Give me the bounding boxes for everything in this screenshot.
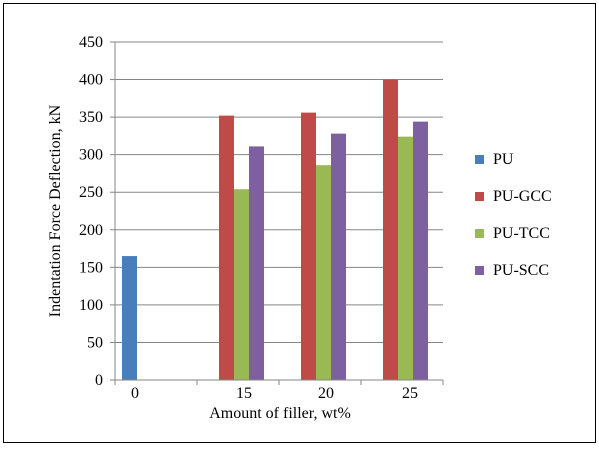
y-tick-label: 350	[79, 109, 103, 126]
bar-pu-gcc-20	[301, 112, 316, 381]
y-tick-label: 300	[79, 147, 103, 164]
y-tick-label: 50	[87, 334, 103, 351]
legend-swatch-pu-scc	[475, 266, 484, 275]
bar-pu-tcc-15	[234, 189, 249, 380]
x-tick-labels: 0 15 20 25	[131, 385, 418, 402]
bar-pu-0	[122, 256, 137, 380]
chart-border	[3, 3, 596, 443]
bar-pu-scc-15	[249, 146, 264, 380]
legend-swatch-pu	[475, 155, 484, 164]
bar-pu-tcc-25	[398, 136, 413, 380]
y-tick-label: 150	[79, 259, 103, 276]
legend-label-pu: PU	[493, 151, 514, 168]
y-tick-label: 200	[79, 222, 103, 239]
axes	[114, 42, 443, 381]
legend-label-pu-gcc: PU-GCC	[493, 188, 552, 205]
bars	[122, 79, 428, 381]
x-tick-label: 0	[131, 385, 139, 402]
y-tick-label: 400	[79, 72, 103, 89]
x-tick-label: 15	[236, 385, 252, 402]
y-tick-label: 250	[79, 184, 103, 201]
bar-pu-scc-25	[413, 121, 428, 381]
bar-pu-tcc-20	[316, 165, 331, 380]
legend-swatch-pu-gcc	[475, 192, 484, 201]
x-tick-label: 25	[402, 385, 418, 402]
bar-pu-gcc-15	[219, 115, 234, 380]
x-axis-title: Amount of filler, wt%	[209, 405, 351, 422]
legend-swatch-pu-tcc	[475, 229, 484, 238]
y-tick-label: 450	[79, 34, 103, 51]
legend-label-pu-tcc: PU-TCC	[493, 225, 550, 242]
bar-pu-gcc-25	[383, 79, 398, 381]
y-tick-label: 0	[95, 372, 103, 389]
bar-pu-scc-20	[331, 133, 346, 380]
x-tick-label: 20	[318, 385, 334, 402]
legend-label-pu-scc: PU-SCC	[493, 262, 549, 279]
legend: PU PU-GCC PU-TCC PU-SCC	[475, 151, 552, 279]
y-tick-labels: 0 50 100 150 200 250 300 350 400 450	[79, 34, 103, 389]
y-axis-title: Indentation Force Deflection, kN	[47, 104, 64, 317]
y-tick-label: 100	[79, 297, 103, 314]
